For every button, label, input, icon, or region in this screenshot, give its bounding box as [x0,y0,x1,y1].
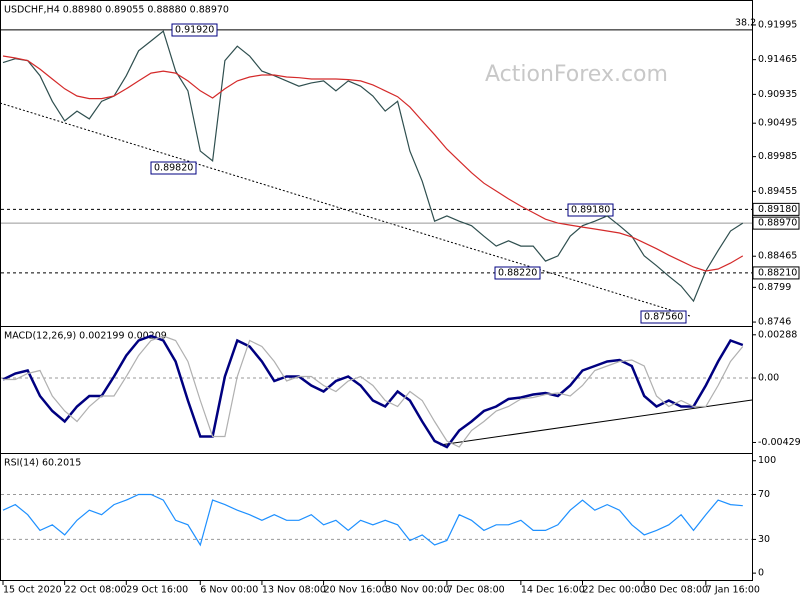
annotation: 0.89820 [154,163,193,174]
annotation-box [150,161,197,175]
y-tick-label: 0.88465 [758,251,797,262]
series-line [2,30,744,303]
annotation-box [171,23,218,37]
y-tick-label: 30 [758,534,770,545]
y-tick-label: 70 [758,489,770,500]
x-tick-label: 30 Dec 08:00 [644,585,708,596]
x-tick-label: 7 Jan 16:00 [706,585,760,596]
x-tick-label: 22 Dec 00:00 [583,585,647,596]
y-tick-label: 0.00288 [758,329,797,340]
macd-title: MACD(12,26,9) 0.002199 0.00209 [4,331,167,342]
x-tick-label: 6 Nov 00:00 [200,585,258,596]
trend-line [439,399,753,446]
y-tick-label: 0.8799 [758,282,791,293]
x-tick-label: 30 Nov 00:00 [385,585,449,596]
series-line [3,335,744,448]
y-tick-label: -0.004298 [758,437,800,448]
y-tick-label: 100 [758,455,776,466]
frame [0,0,753,581]
annotation-box [640,310,687,324]
y-tick-label: 0.90495 [758,118,797,129]
x-tick-label: 22 Oct 08:00 [65,585,127,596]
x-tick-label: 15 Oct 2020 [3,585,62,596]
x-tick-label: 13 Nov 08:00 [262,585,326,596]
y-tick-label: 0.91465 [758,54,797,65]
series-line [2,334,744,449]
y-tick-label: 0.8746 [758,317,791,328]
annotation: 0.88220 [498,268,537,279]
annotation: 0.91920 [175,25,214,36]
y-tick-label: 0.00 [758,373,779,384]
y-tick-label: 0.89455 [758,186,797,197]
x-tick-label: 7 Dec 08:00 [447,585,505,596]
annotation: 0.89180 [571,205,610,216]
annotation-box [494,266,541,280]
y-tick-label: 0 [758,568,764,579]
watermark: ActionForex.com [485,62,668,87]
price-box [752,266,800,280]
series-line [2,55,744,272]
series-line [2,493,743,547]
rsi-title: RSI(14) 60.2015 [4,458,81,469]
price-box [752,216,800,230]
x-tick-label: 29 Oct 16:00 [126,585,188,596]
price-box [752,202,800,216]
x-tick-label: 20 Nov 16:00 [324,585,388,596]
y-tick-label: 0.90935 [758,89,797,100]
fib-label: 38.2 [735,17,756,28]
annotation-box [567,203,614,217]
y-tick-label: 0.91995 [758,19,797,30]
x-tick-label: 14 Dec 16:00 [521,585,585,596]
chart-title: USDCHF,H4 0.88980 0.89055 0.88880 0.8897… [4,5,229,16]
price-level-label: 0.89180 [758,204,797,215]
annotation: 0.87560 [644,312,683,323]
price-level-label: 0.88210 [758,267,797,278]
y-tick-label: 0.89985 [758,151,797,162]
price-level-label: 0.88970 [758,218,797,229]
